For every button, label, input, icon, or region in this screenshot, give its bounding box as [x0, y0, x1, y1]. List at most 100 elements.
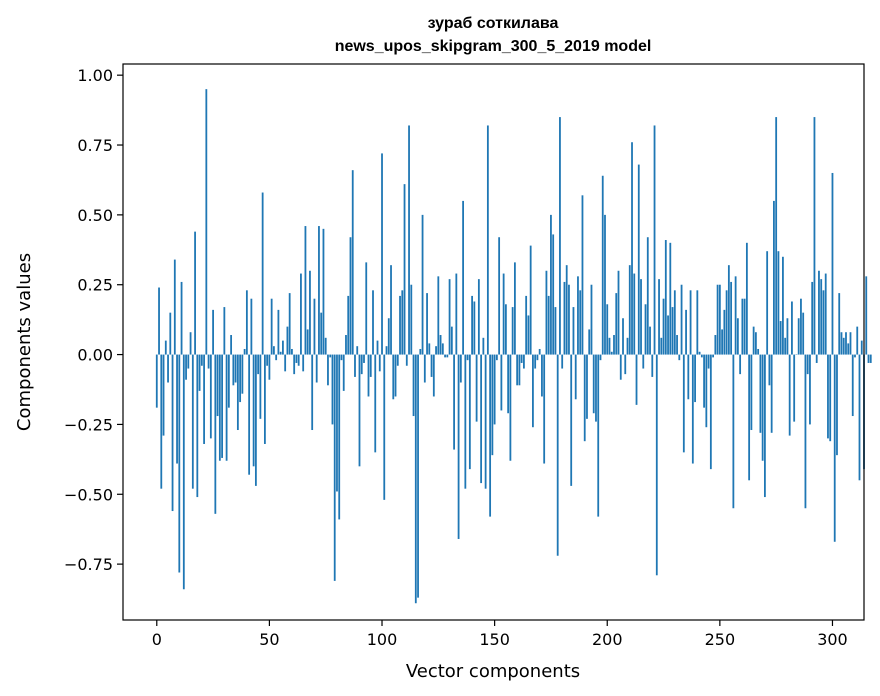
bar-244 [705, 354, 708, 428]
bar-99 [378, 354, 381, 372]
bar-208 [624, 354, 627, 375]
bar-116 [417, 354, 419, 598]
bar-285 [797, 318, 800, 355]
bar-174 [547, 295, 550, 355]
bar-296 [822, 290, 825, 355]
bar-178 [556, 354, 559, 556]
bar-287 [802, 312, 805, 355]
bar-218 [646, 237, 649, 355]
bar-173 [545, 270, 548, 355]
bar-85 [347, 295, 350, 355]
bar-39 [243, 348, 246, 355]
bar-156 [507, 354, 510, 414]
bar-101 [383, 354, 386, 500]
bar-47 [261, 192, 264, 355]
bar-132 [453, 354, 455, 450]
bar-35 [234, 354, 237, 383]
bar-257 [734, 276, 737, 355]
bar-4 [164, 340, 167, 355]
bar-18 [196, 354, 199, 498]
bar-111 [405, 354, 408, 366]
bar-143 [477, 279, 480, 355]
bar-97 [374, 354, 377, 453]
x-tick-label-300: 300 [817, 630, 848, 649]
bar-96 [372, 290, 374, 355]
bar-282 [791, 301, 793, 355]
bar-193 [590, 284, 593, 355]
x-tick-label-200: 200 [592, 630, 623, 649]
bars-group [155, 89, 872, 604]
bar-238 [691, 354, 694, 464]
bar-128 [444, 354, 446, 358]
bar-50 [268, 354, 271, 380]
chart-title-line-2: news_upos_skipgram_300_5_2019 model [335, 38, 652, 55]
bar-252 [723, 309, 726, 355]
y-tick-label-1: −0.50 [64, 485, 113, 504]
bar-125 [437, 276, 440, 355]
bar-44 [254, 354, 257, 486]
bar-209 [626, 337, 629, 355]
bar-300 [831, 172, 834, 355]
bar-144 [480, 354, 483, 484]
bar-136 [462, 200, 464, 355]
bar-142 [475, 354, 478, 422]
bar-309 [851, 354, 854, 417]
bar-19 [198, 354, 201, 391]
bar-81 [338, 354, 341, 520]
bar-316 [867, 354, 870, 363]
bar-6 [169, 312, 172, 355]
bar-147 [486, 125, 489, 355]
bar-251 [721, 329, 724, 355]
bar-84 [345, 335, 347, 355]
bar-113 [410, 284, 413, 355]
bar-68 [309, 270, 311, 355]
bar-118 [421, 214, 424, 355]
bar-15 [189, 332, 192, 355]
bar-104 [390, 265, 392, 355]
bar-49 [266, 354, 269, 366]
bar-214 [637, 164, 640, 355]
bar-30 [223, 307, 226, 355]
bar-76 [327, 354, 329, 386]
x-tick-label-250: 250 [705, 630, 736, 649]
x-tick-label-150: 150 [479, 630, 510, 649]
bar-233 [680, 284, 683, 355]
bar-177 [554, 307, 557, 355]
bar-205 [617, 270, 620, 355]
bar-276 [777, 251, 780, 355]
bar-277 [779, 321, 782, 355]
bar-120 [426, 293, 428, 355]
bar-275 [775, 117, 778, 355]
bar-69 [311, 354, 314, 431]
bar-63 [297, 354, 300, 366]
bar-203 [613, 335, 615, 355]
bar-90 [358, 354, 361, 467]
bar-307 [847, 343, 850, 355]
bar-130 [448, 279, 451, 355]
bar-37 [239, 354, 242, 403]
bar-98 [376, 340, 379, 355]
bar-83 [342, 354, 345, 391]
bar-61 [293, 354, 296, 375]
bar-55 [279, 351, 282, 355]
bar-189 [581, 195, 584, 355]
bar-45 [257, 354, 260, 375]
bar-232 [678, 354, 681, 361]
bar-151 [495, 354, 498, 361]
bar-308 [849, 332, 852, 355]
bar-169 [536, 354, 539, 361]
bar-148 [489, 354, 492, 517]
y-axis-ticks: −0.75 −0.50 −0.25 0.00 0.25 0.50 0.75 1.00 [64, 66, 123, 574]
bar-51 [270, 298, 273, 355]
bar-13 [185, 354, 187, 380]
bar-24 [209, 354, 212, 439]
bar-123 [432, 354, 435, 397]
bar-313 [860, 340, 863, 355]
bar-289 [806, 354, 809, 375]
bar-199 [604, 214, 606, 355]
bar-226 [664, 240, 667, 355]
bar-210 [628, 265, 631, 355]
x-tick-label-100: 100 [367, 630, 398, 649]
y-tick-label-4: 0.25 [77, 276, 113, 295]
bar-283 [793, 354, 796, 422]
